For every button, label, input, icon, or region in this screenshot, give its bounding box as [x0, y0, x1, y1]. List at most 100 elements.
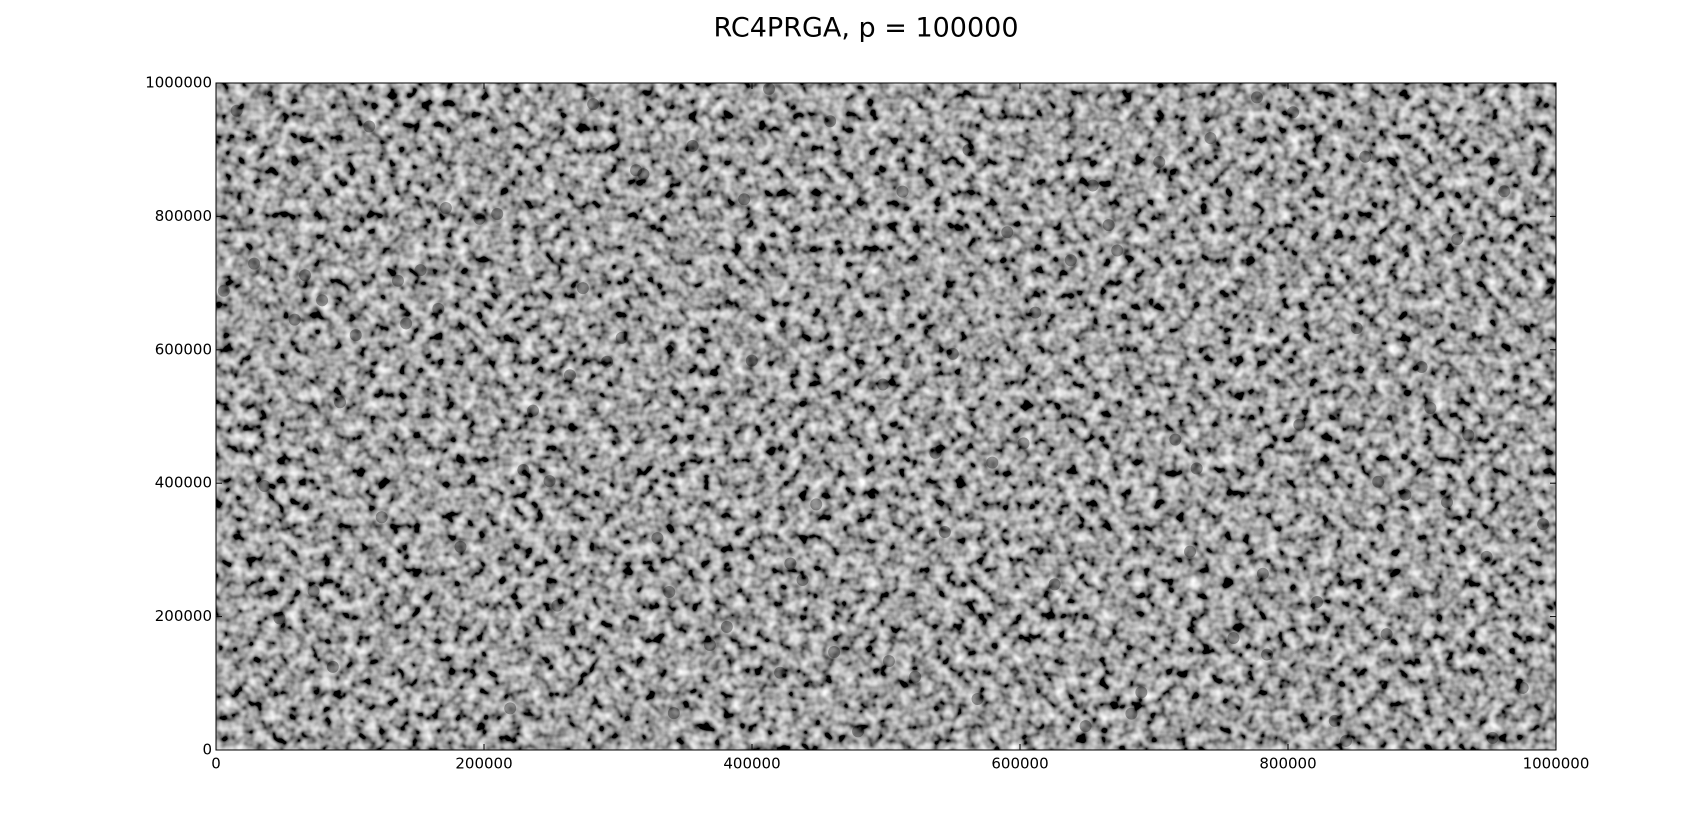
point — [273, 612, 286, 625]
point — [1537, 518, 1550, 531]
point — [1169, 433, 1182, 446]
point — [375, 511, 388, 524]
point — [946, 347, 959, 360]
point — [876, 378, 889, 391]
point — [667, 707, 680, 720]
point — [1250, 91, 1263, 104]
point — [316, 294, 329, 307]
point — [1415, 360, 1428, 373]
point — [517, 464, 530, 477]
x-tick-label: 0 — [211, 755, 221, 773]
point — [1086, 179, 1099, 192]
point — [563, 369, 576, 382]
plot-texture — [216, 83, 1556, 750]
x-tick-label: 1000000 — [1523, 755, 1590, 773]
point — [774, 666, 787, 679]
point — [1372, 475, 1385, 488]
point — [1293, 418, 1306, 431]
point — [796, 574, 809, 587]
point — [1261, 648, 1274, 661]
x-tick-label: 400000 — [723, 755, 780, 773]
point — [686, 139, 699, 152]
point — [738, 193, 751, 206]
point — [1516, 681, 1529, 694]
point — [1227, 632, 1240, 645]
point — [986, 456, 999, 469]
point — [1184, 545, 1197, 558]
y-tick-label: 800000 — [155, 207, 212, 225]
point — [400, 317, 413, 330]
point — [527, 404, 540, 417]
point — [1125, 707, 1138, 720]
point — [473, 212, 486, 225]
point — [1029, 306, 1042, 319]
point — [258, 479, 271, 492]
point — [454, 540, 467, 553]
point — [1153, 156, 1166, 169]
point — [217, 284, 230, 297]
y-tick-label: 200000 — [155, 607, 212, 625]
point — [852, 725, 865, 738]
point — [615, 331, 628, 344]
point — [504, 702, 517, 715]
point — [909, 670, 922, 683]
point — [1350, 322, 1363, 335]
point — [763, 83, 776, 95]
point — [1424, 402, 1437, 415]
point — [491, 207, 504, 220]
point — [1135, 686, 1148, 699]
y-tick-label: 600000 — [155, 340, 212, 358]
point — [439, 202, 452, 215]
point — [363, 120, 376, 133]
point — [1451, 233, 1464, 246]
point — [601, 355, 614, 368]
point — [1190, 462, 1203, 475]
point — [896, 185, 909, 198]
point — [1102, 219, 1115, 232]
point — [663, 586, 676, 599]
point — [1498, 185, 1511, 198]
x-tick-label: 200000 — [455, 755, 512, 773]
point — [1079, 720, 1092, 733]
point — [1048, 578, 1061, 591]
point — [630, 164, 643, 177]
point — [551, 599, 564, 612]
points — [217, 83, 1550, 747]
point — [1339, 734, 1352, 747]
point — [962, 144, 975, 157]
point — [703, 638, 716, 651]
point — [1480, 550, 1493, 563]
point — [1204, 132, 1217, 145]
point — [1111, 244, 1124, 257]
point — [1017, 437, 1030, 450]
point — [637, 168, 650, 181]
y-tick-label: 1000000 — [145, 74, 212, 92]
chart-title: RC4PRGA, p = 100000 — [713, 13, 1018, 44]
point — [882, 655, 895, 668]
point — [1440, 496, 1453, 509]
point — [938, 526, 951, 539]
point — [1462, 429, 1475, 442]
point — [576, 282, 589, 295]
x-tick-label: 800000 — [1259, 755, 1316, 773]
point — [1328, 714, 1341, 727]
x-tick-label: 600000 — [991, 755, 1048, 773]
point — [1310, 595, 1323, 608]
point — [349, 329, 362, 342]
point — [230, 104, 243, 117]
point — [1399, 488, 1412, 501]
point — [298, 269, 311, 282]
point — [1287, 106, 1300, 119]
point — [651, 532, 664, 545]
point — [1486, 731, 1499, 744]
point — [810, 498, 823, 511]
point — [1256, 567, 1269, 580]
point — [334, 396, 347, 409]
point — [971, 692, 984, 705]
point — [929, 446, 942, 459]
point — [288, 313, 301, 326]
point — [248, 257, 261, 270]
point — [391, 274, 404, 287]
point — [432, 302, 445, 315]
point — [587, 98, 600, 111]
